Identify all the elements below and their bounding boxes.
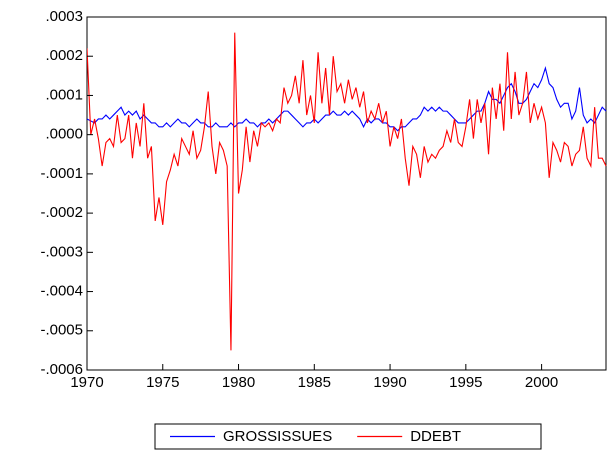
legend-box [154, 423, 542, 450]
x-tick-label: 1980 [222, 374, 255, 391]
series-line [87, 65, 607, 132]
y-tick-label: .0001 [45, 86, 83, 103]
x-tick-label: 1975 [146, 374, 179, 391]
y-tick-label: .0000 [45, 126, 83, 143]
x-tick-label: 1995 [449, 374, 482, 391]
y-tick-label: -.0003 [40, 243, 83, 260]
plot-lines [87, 32, 607, 351]
y-tick-label: -.0002 [40, 204, 83, 221]
x-tick-label: 2000 [525, 374, 558, 391]
series-line [87, 32, 607, 351]
legend-label: DDEBT [410, 428, 461, 445]
y-tick-label: -.0005 [40, 322, 83, 339]
x-tick-label: 1970 [70, 374, 103, 391]
y-tick-label: .0003 [45, 8, 83, 25]
y-tick-label: .0002 [45, 47, 83, 64]
legend-label: GROSSISSUES [223, 428, 332, 445]
x-tick-label: 1990 [373, 374, 406, 391]
plot-frame [86, 16, 607, 371]
y-tick-label: -.0001 [40, 165, 83, 182]
x-tick-label: 1985 [298, 374, 331, 391]
y-tick-label: -.0006 [40, 361, 83, 378]
y-tick-label: -.0004 [40, 283, 83, 300]
